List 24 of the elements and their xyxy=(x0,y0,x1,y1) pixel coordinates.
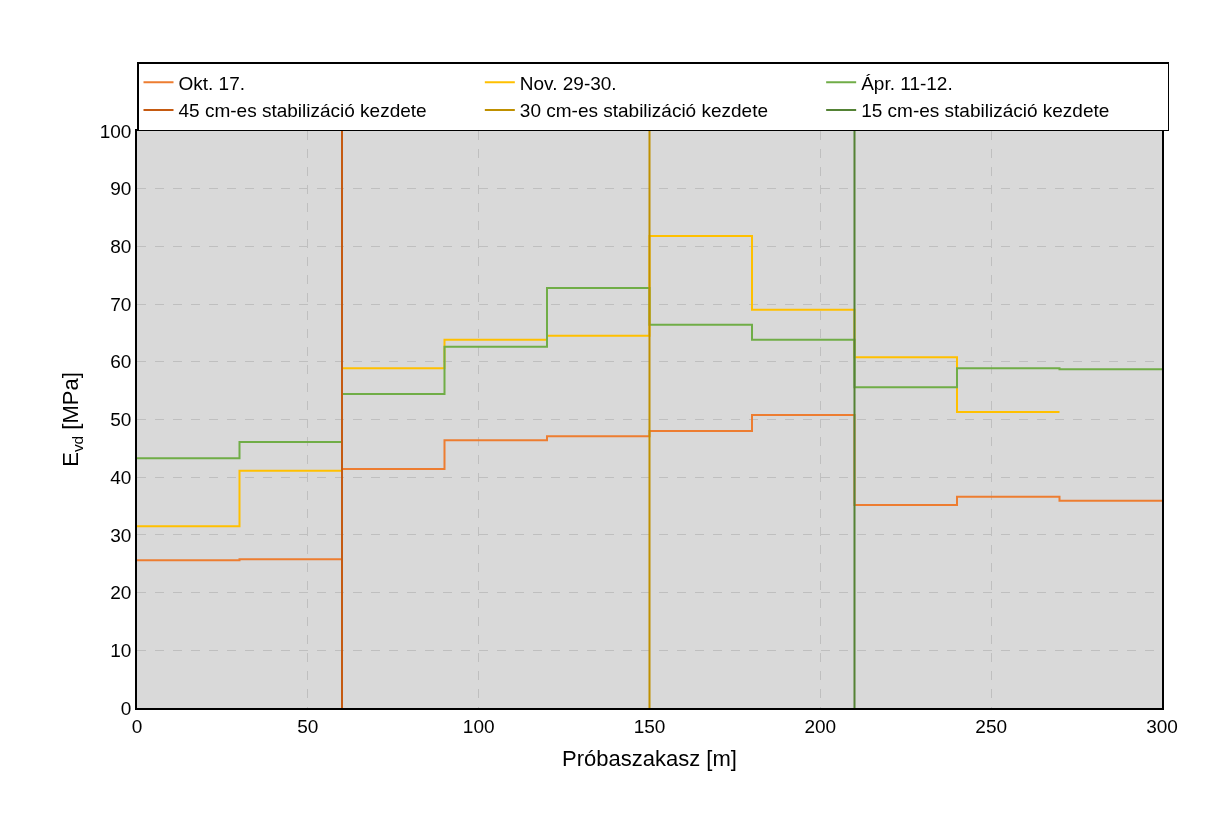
y-tick-label: 40 xyxy=(110,466,132,488)
y-tick-label: 0 xyxy=(120,697,132,719)
y-tick-label: 100 xyxy=(99,120,132,142)
y-tick-label: 60 xyxy=(110,351,132,373)
legend-label: Okt. 17. xyxy=(178,72,246,94)
x-tick-label: 150 xyxy=(633,715,666,737)
x-tick-label: 100 xyxy=(462,715,495,737)
y-tick-label: 30 xyxy=(110,524,132,546)
legend-label: 45 cm-es stabilizáció kezdete xyxy=(178,100,427,122)
legend-label: 15 cm-es stabilizáció kezdete xyxy=(861,100,1110,122)
x-tick-label: 200 xyxy=(804,715,837,737)
y-tick-label: 90 xyxy=(110,178,132,200)
y-tick-label: 70 xyxy=(110,293,132,315)
x-tick-label: 250 xyxy=(975,715,1008,737)
legend-label: Nov. 29-30. xyxy=(519,72,617,94)
x-tick-label: 300 xyxy=(1146,715,1178,737)
y-tick-label: 20 xyxy=(110,582,132,604)
ref-line-label: 30 cm-es stabilizáció kezdete xyxy=(519,100,768,122)
y-tick-label: 80 xyxy=(110,236,132,258)
y-tick-label: 10 xyxy=(110,639,132,661)
x-tick-label: 50 xyxy=(297,715,319,737)
y-tick-label: 50 xyxy=(110,409,132,431)
legend-label: Ápr. 11-12. xyxy=(861,72,953,94)
x-axis-title: Próbaszakasz [m] xyxy=(562,745,737,771)
